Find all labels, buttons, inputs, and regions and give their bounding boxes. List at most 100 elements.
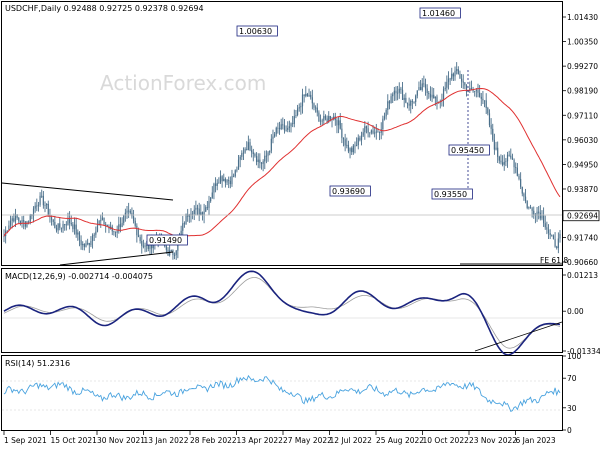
rsi-panel-frame <box>1 355 563 431</box>
candle-body <box>501 162 504 165</box>
candle-body <box>60 227 63 229</box>
candle-body <box>229 180 231 185</box>
candle-body <box>415 95 417 103</box>
candle-body <box>96 225 99 232</box>
candle-body <box>131 212 133 217</box>
candle-body <box>528 207 530 209</box>
candle-body <box>339 120 341 129</box>
candle-body <box>246 148 248 150</box>
price-annotation-label: 0.95450 <box>451 146 484 155</box>
candle-body <box>383 116 386 119</box>
candle-body <box>195 207 197 210</box>
y-tick-label: 0.97110 <box>567 111 598 120</box>
candle-body <box>41 195 43 197</box>
candle-body <box>275 127 277 135</box>
candle-body <box>341 128 343 138</box>
x-tick-label: 25 Aug 2022 <box>376 436 424 445</box>
price-panel: ActionForex.com USDCHF,Daily 0.92488 0.9… <box>1 1 600 267</box>
candle-body <box>556 246 558 248</box>
candle-body <box>188 215 190 217</box>
y-tick-label: 0.93870 <box>567 185 598 194</box>
candle-body <box>182 223 184 231</box>
rsi-panel: RSI(14) 51.2316 100 70 30 0 <box>1 352 582 435</box>
candle-body <box>306 93 309 97</box>
candle-body <box>214 183 217 186</box>
candle-body <box>36 205 38 207</box>
candle-body <box>352 145 354 153</box>
candle-body <box>395 90 397 94</box>
price-annotation-box <box>329 185 371 197</box>
candle-body <box>301 94 304 107</box>
candle-body <box>529 207 532 209</box>
candle-body <box>77 232 79 235</box>
candle-body <box>429 94 432 98</box>
candle-body <box>387 101 389 110</box>
candle-body <box>183 223 186 225</box>
candle-body <box>121 222 123 228</box>
candle-body <box>459 73 461 79</box>
candle-body <box>205 207 207 212</box>
rsi-y-tick-label: 70 <box>567 374 577 383</box>
candle-body <box>470 88 473 90</box>
candle-body <box>337 120 340 126</box>
candle-body <box>255 156 258 162</box>
candle-body <box>141 241 143 246</box>
candle-body <box>24 221 26 227</box>
candle-body <box>557 238 559 248</box>
candle-body <box>201 212 204 216</box>
y-tick-label: 1.00350 <box>567 38 598 47</box>
candle-body <box>292 123 294 125</box>
candle-body <box>70 223 72 225</box>
candle-body <box>398 88 400 93</box>
candle-body <box>200 212 202 216</box>
candle-body <box>531 208 533 211</box>
candle-body <box>344 139 346 146</box>
candle-body <box>465 85 468 92</box>
y-tick-label: 0.99270 <box>567 62 598 71</box>
y-tick-label: 0.90660 <box>567 258 598 267</box>
x-tick-label: 27 May 2022 <box>283 436 332 445</box>
candle-body <box>446 81 448 88</box>
candle-body <box>347 144 350 152</box>
candle-body <box>401 89 404 100</box>
candle-body <box>480 96 482 99</box>
candle-body <box>177 241 179 251</box>
price-annotation-box <box>146 234 188 246</box>
candle-body <box>55 227 58 231</box>
candle-body <box>219 176 222 183</box>
candle-body <box>82 243 84 246</box>
candle-body <box>283 125 286 131</box>
candle-body <box>165 246 167 250</box>
candle-body <box>247 142 249 150</box>
price-annotation-label: 0.93550 <box>434 190 467 199</box>
candle-body <box>123 215 125 223</box>
candle-body <box>503 161 505 165</box>
candle-body <box>485 100 487 109</box>
candle-body <box>91 235 94 242</box>
x-tick-label: 30 Nov 2021 <box>97 436 145 445</box>
candle-body <box>521 186 523 194</box>
rsi-y-tick-label: 0 <box>567 426 572 435</box>
candle-body <box>342 137 345 140</box>
candle-body <box>11 218 13 221</box>
candle-body <box>369 132 371 134</box>
candle-body <box>457 69 459 74</box>
candle-body <box>333 116 335 120</box>
price-annotation-label: 0.91490 <box>149 236 182 245</box>
candle-body <box>488 113 491 126</box>
candle-body <box>106 224 108 227</box>
candle-body <box>541 215 543 219</box>
candle-body <box>254 154 256 157</box>
rsi-y-axis: 100 70 30 0 <box>562 352 582 435</box>
candle-body <box>34 205 36 209</box>
candle-body <box>29 214 31 222</box>
y-tick-label: 0.92694 <box>567 212 598 221</box>
candle-body <box>221 176 223 182</box>
candle-body <box>210 197 212 202</box>
candle-body <box>116 231 118 233</box>
candle-body <box>16 214 18 218</box>
candle-body <box>9 220 12 226</box>
price-annotation-box <box>431 188 473 200</box>
candle-body <box>265 155 268 157</box>
